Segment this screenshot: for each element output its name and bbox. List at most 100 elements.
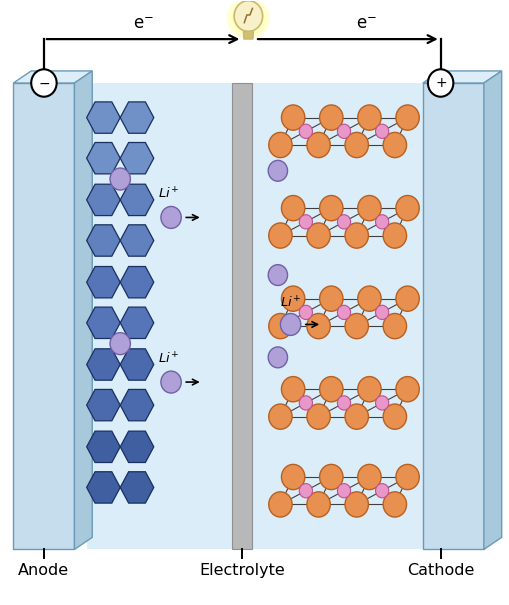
Polygon shape — [232, 83, 252, 549]
Circle shape — [345, 132, 367, 158]
Circle shape — [382, 313, 406, 339]
Polygon shape — [87, 267, 120, 298]
Circle shape — [357, 105, 380, 130]
Circle shape — [357, 286, 380, 312]
Ellipse shape — [227, 0, 269, 39]
Circle shape — [375, 215, 388, 229]
Polygon shape — [87, 349, 120, 380]
Circle shape — [345, 404, 367, 430]
Circle shape — [337, 124, 350, 139]
Polygon shape — [74, 71, 92, 549]
Circle shape — [268, 160, 287, 182]
Circle shape — [375, 124, 388, 139]
Circle shape — [281, 105, 304, 130]
Circle shape — [395, 105, 418, 130]
Circle shape — [319, 286, 343, 312]
Circle shape — [395, 286, 418, 312]
Text: Cathode: Cathode — [406, 563, 473, 578]
Polygon shape — [13, 71, 92, 83]
Circle shape — [299, 483, 312, 498]
Circle shape — [337, 306, 350, 319]
Circle shape — [110, 333, 130, 355]
Circle shape — [427, 70, 453, 97]
Polygon shape — [87, 143, 120, 174]
Circle shape — [357, 376, 380, 402]
Circle shape — [337, 396, 350, 410]
Polygon shape — [120, 307, 154, 338]
Circle shape — [268, 223, 292, 248]
Circle shape — [382, 132, 406, 158]
Polygon shape — [120, 143, 154, 174]
Circle shape — [31, 70, 56, 97]
Polygon shape — [120, 225, 154, 256]
Polygon shape — [87, 83, 422, 549]
Polygon shape — [422, 71, 501, 83]
Circle shape — [382, 404, 406, 430]
Text: e$^{-}$: e$^{-}$ — [356, 15, 377, 33]
Circle shape — [306, 404, 330, 430]
Polygon shape — [422, 83, 483, 549]
Circle shape — [268, 313, 292, 339]
Polygon shape — [243, 31, 253, 39]
Polygon shape — [120, 349, 154, 380]
Circle shape — [268, 404, 292, 430]
Circle shape — [161, 371, 181, 393]
Circle shape — [345, 492, 367, 517]
Circle shape — [319, 105, 343, 130]
Polygon shape — [87, 102, 120, 133]
Circle shape — [306, 492, 330, 517]
Circle shape — [319, 376, 343, 402]
Text: Li$^+$: Li$^+$ — [157, 187, 179, 202]
Circle shape — [345, 223, 367, 248]
Polygon shape — [87, 472, 120, 503]
Circle shape — [268, 492, 292, 517]
Circle shape — [319, 465, 343, 489]
Circle shape — [281, 286, 304, 312]
Circle shape — [337, 483, 350, 498]
Polygon shape — [87, 307, 120, 338]
Circle shape — [395, 195, 418, 221]
Text: Li$^+$: Li$^+$ — [279, 295, 301, 311]
Ellipse shape — [232, 2, 264, 34]
Circle shape — [299, 396, 312, 410]
Circle shape — [395, 376, 418, 402]
Circle shape — [299, 124, 312, 139]
Circle shape — [357, 195, 380, 221]
Text: Li$^+$: Li$^+$ — [157, 352, 179, 367]
Polygon shape — [120, 184, 154, 215]
Polygon shape — [87, 431, 120, 462]
Polygon shape — [120, 267, 154, 298]
Circle shape — [337, 215, 350, 229]
Circle shape — [395, 465, 418, 489]
Polygon shape — [120, 431, 154, 462]
Circle shape — [299, 215, 312, 229]
Polygon shape — [120, 102, 154, 133]
Text: Electrolyte: Electrolyte — [199, 563, 285, 578]
Circle shape — [382, 223, 406, 248]
Polygon shape — [120, 472, 154, 503]
Text: e$^{-}$: e$^{-}$ — [132, 15, 153, 33]
Polygon shape — [87, 225, 120, 256]
Circle shape — [234, 1, 262, 31]
Text: $-$: $-$ — [38, 76, 50, 90]
Circle shape — [306, 223, 330, 248]
Polygon shape — [87, 390, 120, 421]
Circle shape — [280, 313, 300, 335]
Circle shape — [268, 132, 292, 158]
Circle shape — [299, 306, 312, 319]
Circle shape — [110, 168, 130, 190]
Circle shape — [281, 195, 304, 221]
Polygon shape — [13, 83, 74, 549]
Circle shape — [281, 465, 304, 489]
Text: $+$: $+$ — [434, 76, 446, 90]
Circle shape — [268, 264, 287, 286]
Polygon shape — [120, 390, 154, 421]
Polygon shape — [87, 184, 120, 215]
Text: Anode: Anode — [18, 563, 69, 578]
Circle shape — [382, 492, 406, 517]
Circle shape — [375, 483, 388, 498]
Circle shape — [306, 132, 330, 158]
Circle shape — [281, 376, 304, 402]
Circle shape — [319, 195, 343, 221]
Circle shape — [161, 206, 181, 229]
